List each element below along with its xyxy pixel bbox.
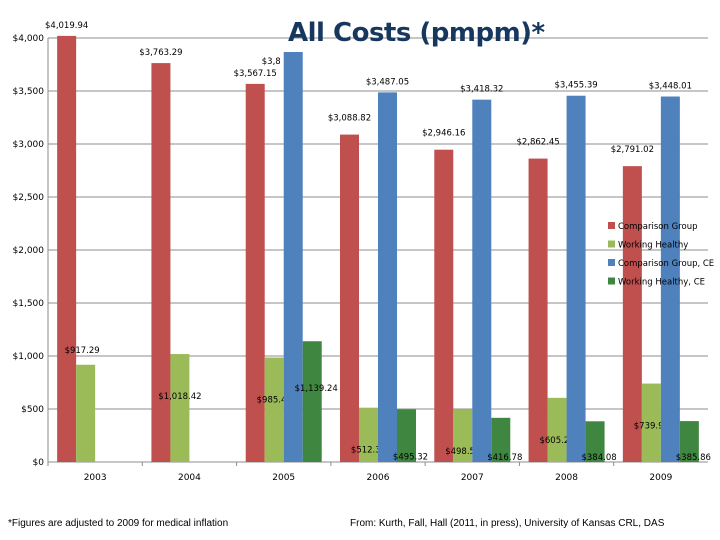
data-label: $495.32 — [393, 452, 428, 462]
bar-working-healthy-2008 — [547, 397, 567, 462]
bar-working-healthy-ce-2007 — [491, 417, 511, 462]
bar-working-healthy-2005 — [264, 357, 284, 462]
x-tick-label: 2008 — [555, 473, 578, 483]
data-label: $1,018.42 — [158, 392, 201, 402]
data-label: $3,455.39 — [554, 81, 597, 91]
bar-working-healthy-2003 — [76, 364, 96, 462]
data-label: $3,8 — [262, 57, 281, 67]
x-tick-label: 2009 — [649, 473, 672, 483]
y-tick-label: $500 — [21, 405, 44, 415]
legend-swatch — [608, 222, 615, 229]
data-label: $4,019.94 — [45, 21, 88, 31]
data-label: $1,139.24 — [295, 384, 338, 394]
bar-comparison-group-ce-2005 — [283, 51, 303, 462]
data-label: $3,088.82 — [328, 114, 371, 124]
source-note: From: Kurth, Fall, Hall (2011, in press)… — [350, 518, 665, 529]
bar-working-healthy-2004 — [170, 354, 190, 462]
bar-working-healthy-2006 — [359, 407, 378, 462]
bar-comparison-group-2007 — [434, 149, 454, 463]
legend-label: Working Healthy — [618, 241, 688, 251]
bar-working-healthy-2009 — [641, 383, 661, 462]
data-label: $985.42 — [257, 396, 292, 406]
data-label: $416.78 — [487, 453, 522, 463]
bar-working-healthy-ce-2006 — [397, 409, 416, 462]
data-label: $3,763.29 — [139, 48, 182, 58]
bar-working-healthy-ce-2008 — [585, 421, 605, 462]
bar-working-healthy-ce-2009 — [679, 421, 699, 462]
bar-comparison-group-2006 — [340, 134, 359, 462]
data-label: $3,567.15 — [234, 69, 277, 79]
x-tick-label: 2007 — [461, 473, 484, 483]
data-label: $385.86 — [676, 453, 711, 463]
data-label: $917.29 — [65, 346, 100, 356]
x-tick-label: 2006 — [367, 473, 390, 483]
data-label: $498.55 — [445, 447, 480, 457]
bar-comparison-group-ce-2006 — [378, 92, 397, 462]
bar-comparison-group-2004 — [151, 63, 171, 463]
x-tick-label: 2005 — [272, 473, 295, 483]
bar-comparison-group-2005 — [245, 83, 265, 462]
y-tick-label: $3,500 — [13, 87, 45, 97]
y-tick-label: $1,500 — [13, 299, 45, 309]
legend-label: Comparison Group, CE — [618, 259, 714, 269]
y-tick-label: $2,500 — [13, 193, 45, 203]
bar-comparison-group-ce-2009 — [660, 96, 680, 463]
data-label: $2,791.02 — [611, 145, 654, 155]
data-label: $3,448.01 — [649, 82, 692, 92]
x-tick-label: 2003 — [84, 473, 107, 483]
y-tick-label: $3,000 — [13, 140, 45, 150]
data-label: $3,487.05 — [366, 77, 409, 87]
y-tick-label: $0 — [33, 458, 45, 468]
y-tick-label: $2,000 — [13, 246, 45, 256]
bar-comparison-group-ce-2007 — [472, 99, 492, 462]
bar-comparison-group-ce-2008 — [566, 95, 586, 462]
data-label: $3,418.32 — [460, 85, 503, 95]
bar-working-healthy-ce-2005 — [302, 341, 322, 462]
data-label: $512.36 — [351, 446, 386, 456]
data-label: $2,862.45 — [516, 138, 559, 148]
chart-title: All Costs (pmpm)* — [288, 18, 545, 48]
legend-swatch — [608, 277, 615, 285]
footnote: *Figures are adjusted to 2009 for medica… — [8, 518, 229, 529]
y-tick-label: $1,000 — [13, 352, 45, 362]
legend-swatch — [608, 259, 615, 266]
legend-label: Comparison Group — [618, 222, 697, 232]
legend-swatch — [608, 240, 615, 248]
y-tick-label: $4,000 — [13, 34, 45, 44]
data-label: $384.08 — [581, 453, 616, 463]
data-label: $605.20 — [539, 436, 574, 446]
data-label: $739.95 — [634, 422, 669, 432]
bar-comparison-group-2009 — [622, 166, 642, 462]
bar-comparison-group-2003 — [57, 35, 77, 463]
data-label: $2,946.16 — [422, 129, 465, 139]
bar-comparison-group-2008 — [528, 158, 548, 462]
legend-label: Working Healthy, CE — [618, 278, 705, 288]
x-tick-label: 2004 — [178, 473, 201, 483]
bar-working-healthy-2007 — [453, 409, 473, 462]
